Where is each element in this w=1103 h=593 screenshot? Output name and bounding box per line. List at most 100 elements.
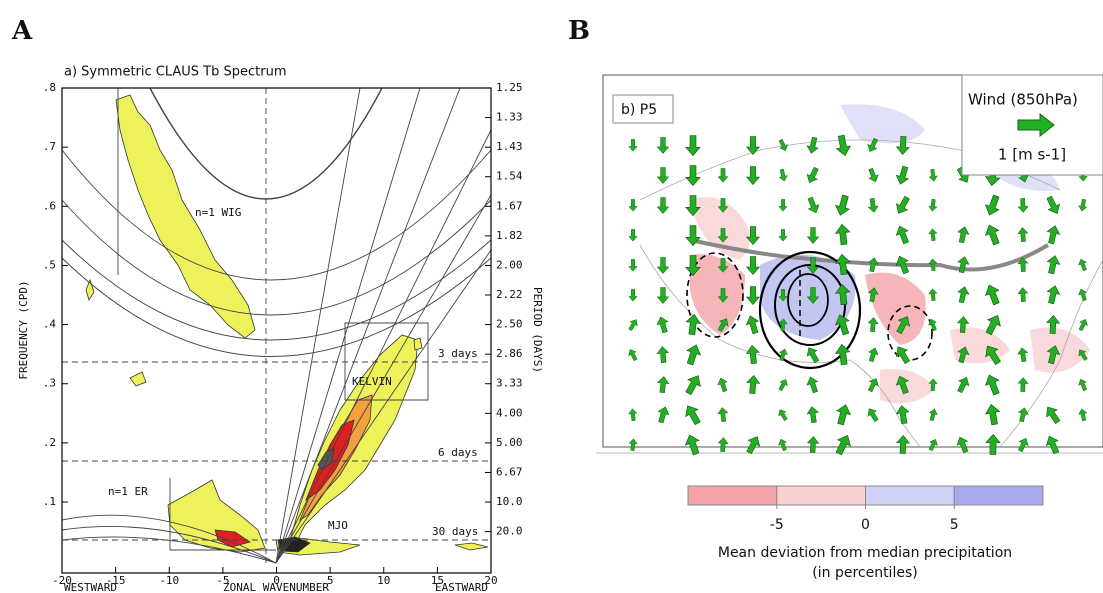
wind-arrow — [685, 165, 701, 187]
wind-arrow — [928, 228, 938, 241]
y2-tick-label: 10.0 — [496, 495, 523, 508]
legend-scale: 1 [m s-1] — [998, 146, 1066, 164]
colorbar-label: (in percentiles) — [812, 565, 917, 581]
x-tick-label: 15 — [431, 574, 444, 587]
annotation: 30 days — [432, 525, 478, 538]
colorbar-tick-label: 0 — [861, 517, 870, 533]
wind-arrow — [1018, 437, 1029, 453]
wind-arrow — [1046, 195, 1061, 215]
wind-arrow — [685, 195, 701, 217]
x-axis-label: WESTWARD — [64, 581, 117, 593]
x-tick-label: 10 — [377, 574, 390, 587]
y2-tick-label: 1.82 — [496, 229, 523, 242]
y-tick-label: .1 — [43, 495, 56, 508]
wind-arrow — [984, 224, 1000, 246]
wind-arrow — [928, 168, 938, 182]
map-panel: b) P5 Wind (850hPa) 1 [m s-1] -5 0 5 Mean … — [596, 74, 1103, 581]
y2-axis-label: PERIOD (DAYS) — [531, 287, 544, 373]
dispersion-curves — [61, 87, 492, 564]
spectrum-panel: a) Symmetric CLAUS Tb Spectrum — [17, 65, 544, 593]
wind-arrow — [1017, 287, 1029, 302]
y2-tick-label: 2.50 — [496, 318, 523, 331]
wind-arrow — [895, 195, 910, 214]
y2-tick-label: 1.43 — [496, 140, 523, 153]
wind-arrow — [896, 346, 911, 365]
wind-arrow — [834, 223, 851, 246]
wind-arrow — [717, 407, 729, 423]
wind-arrow — [746, 375, 761, 395]
x-tick-label: -5 — [216, 574, 229, 587]
wind-arrow — [628, 259, 638, 272]
wind-arrow — [745, 166, 761, 186]
wind-arrow — [685, 255, 701, 277]
wind-arrow — [717, 318, 729, 333]
wind-arrow — [984, 194, 1000, 216]
wind-arrow — [985, 315, 1001, 336]
wind-arrow — [684, 434, 700, 456]
map-title: b) P5 — [621, 102, 657, 118]
wind-arrow — [1078, 378, 1087, 392]
wind-arrow — [686, 344, 702, 366]
wind-arrow — [895, 225, 910, 245]
wind-arrow — [745, 345, 760, 365]
wind-arrow — [685, 375, 701, 396]
x-tick-label: 20 — [484, 574, 497, 587]
wind-arrow — [685, 405, 701, 426]
wind-arrow — [834, 343, 851, 366]
y2-tick-label: 3.33 — [496, 377, 523, 390]
wind-arrow — [806, 227, 820, 244]
map-title-box — [612, 94, 674, 124]
x-axis-label: ZONAL WAVENUMBER — [223, 581, 329, 593]
wind-arrow — [717, 258, 729, 273]
wind-arrow — [1078, 198, 1088, 212]
wind-arrow — [717, 377, 728, 393]
y-tick-label: .6 — [43, 199, 56, 212]
x-tick-label: -20 — [52, 574, 72, 587]
wind-arrow — [656, 257, 670, 274]
wind-arrow — [1017, 198, 1029, 213]
y2-tick-label: 1.33 — [496, 111, 523, 124]
wind-arrow — [628, 289, 638, 302]
wind-arrow — [1045, 435, 1060, 455]
wind-arrow — [1046, 285, 1061, 305]
contours-map — [686, 250, 933, 370]
wind-arrow — [806, 257, 820, 274]
wind-arrow — [834, 194, 851, 216]
annotation: 3 days — [438, 347, 478, 360]
wind-arrow — [895, 405, 910, 425]
colorbar-label: Mean deviation from median precipitation — [718, 545, 1012, 561]
wind-arrow — [745, 315, 760, 335]
wind-arrow — [868, 347, 879, 363]
wind-arrow — [835, 134, 852, 156]
wind-arrow — [867, 137, 879, 152]
colorbar-swatch — [953, 485, 1044, 506]
wind-arrow — [806, 436, 820, 453]
wind-arrow — [957, 377, 970, 394]
wind-arrow — [1017, 227, 1029, 242]
wind-arrow — [895, 375, 910, 395]
y2-tick-label: 1.25 — [496, 81, 523, 94]
wind-arrow — [1046, 406, 1061, 424]
wind-arrow — [895, 255, 910, 275]
wind-arrow — [1046, 255, 1061, 275]
wind-arrow — [685, 135, 701, 157]
wind-arrow — [745, 286, 761, 306]
wind-arrow — [1078, 349, 1088, 361]
wind-arrow — [778, 199, 788, 212]
wind-arrow — [1017, 257, 1029, 272]
wind-arrow — [778, 318, 788, 331]
wind-arrow — [778, 289, 788, 302]
wind-arrow — [867, 378, 879, 393]
colorbar-tick-label: 5 — [950, 517, 959, 533]
wind-arrow — [928, 378, 938, 391]
wind-arrow — [984, 284, 1000, 306]
wind-arrow — [984, 404, 1001, 426]
y2-tick-label: 20.0 — [496, 525, 523, 538]
plot-frame — [61, 87, 492, 574]
wind-arrow — [928, 318, 938, 332]
wind-arrow — [806, 406, 819, 424]
wind-arrow — [1078, 319, 1088, 332]
legend-title: Wind (850hPa) — [968, 91, 1078, 109]
wind-arrow — [807, 196, 820, 214]
y-tick-label: .8 — [43, 81, 56, 94]
